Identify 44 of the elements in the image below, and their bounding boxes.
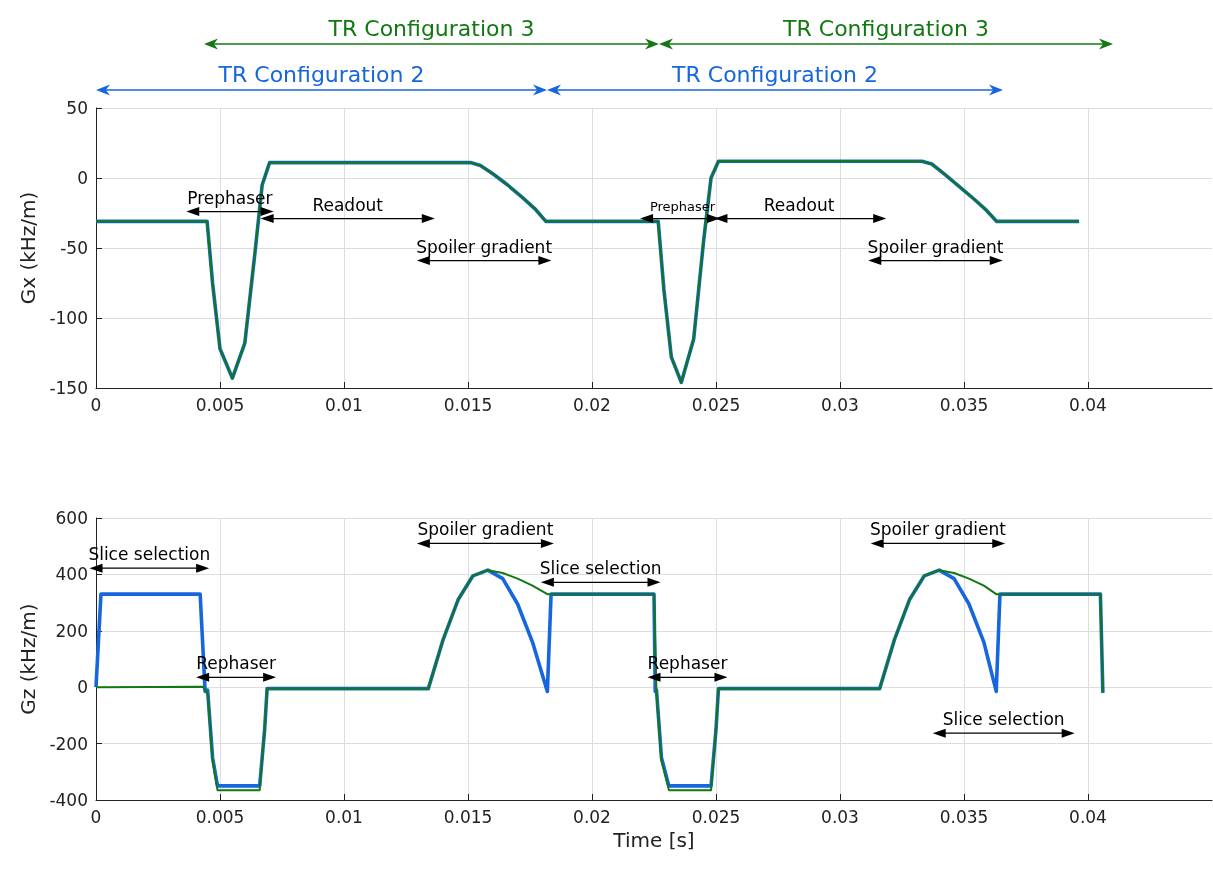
x-tick-label: 0.02 <box>573 806 611 827</box>
y-axis-title: Gx (kHz/m) <box>16 191 40 305</box>
annotation: Slice selection <box>942 709 1065 730</box>
text: TR Configuration 3 <box>782 16 989 41</box>
text: TR Configuration 2 <box>671 62 878 87</box>
text: TR Configuration 3 <box>327 16 535 41</box>
x-tick-label: 0.02 <box>573 394 611 415</box>
x-tick-label: 0.025 <box>691 806 741 827</box>
y-tick-label: -100 <box>49 308 88 328</box>
y-tick-label: -50 <box>60 238 88 258</box>
x-tick-label: 0.035 <box>939 394 989 415</box>
y-tick-label: -400 <box>49 790 88 810</box>
annotation: Readout <box>763 194 835 215</box>
x-tick-label: 0.01 <box>325 806 363 827</box>
annotation: Spoiler gradient <box>867 236 1004 257</box>
y-tick-label: 400 <box>55 564 88 585</box>
x-tick-label: 0.01 <box>325 394 363 415</box>
x-tick-label: 0.005 <box>195 806 245 827</box>
x-tick-label: 0.03 <box>821 394 859 415</box>
x-tick-label: 0.03 <box>821 806 859 827</box>
annotation: Slice selection <box>539 558 662 579</box>
y-tick-label: 600 <box>55 508 88 528</box>
x-tick-label: 0 <box>90 806 102 827</box>
text: TR Configuration 2 <box>217 62 425 87</box>
x-tick-label: 0 <box>90 394 102 415</box>
y-axis-title: Gz (kHz/m) <box>16 603 40 715</box>
x-tick-label: 0.04 <box>1069 806 1107 827</box>
annotation: Spoiler gradient <box>417 519 554 540</box>
y-tick-label: 0 <box>77 677 88 698</box>
annotation: Readout <box>312 194 384 215</box>
y-tick-label: -200 <box>49 733 88 754</box>
y-tick-label: 50 <box>66 98 88 118</box>
y-tick-label: -150 <box>49 378 88 398</box>
x-tick-label: 0.005 <box>195 394 245 415</box>
x-axis-title: Time [s] <box>612 828 695 852</box>
x-tick-label: 0.04 <box>1069 394 1107 415</box>
y-tick-label: 0 <box>77 168 88 188</box>
annotation: Spoiler gradient <box>416 236 553 257</box>
x-tick-label: 0.025 <box>691 394 741 415</box>
x-tick-label: 0.035 <box>939 806 989 827</box>
annotation: Spoiler gradient <box>870 519 1007 540</box>
y-tick-label: 200 <box>55 620 88 641</box>
x-tick-label: 0.015 <box>443 394 493 415</box>
x-tick-label: 0.015 <box>443 806 493 827</box>
